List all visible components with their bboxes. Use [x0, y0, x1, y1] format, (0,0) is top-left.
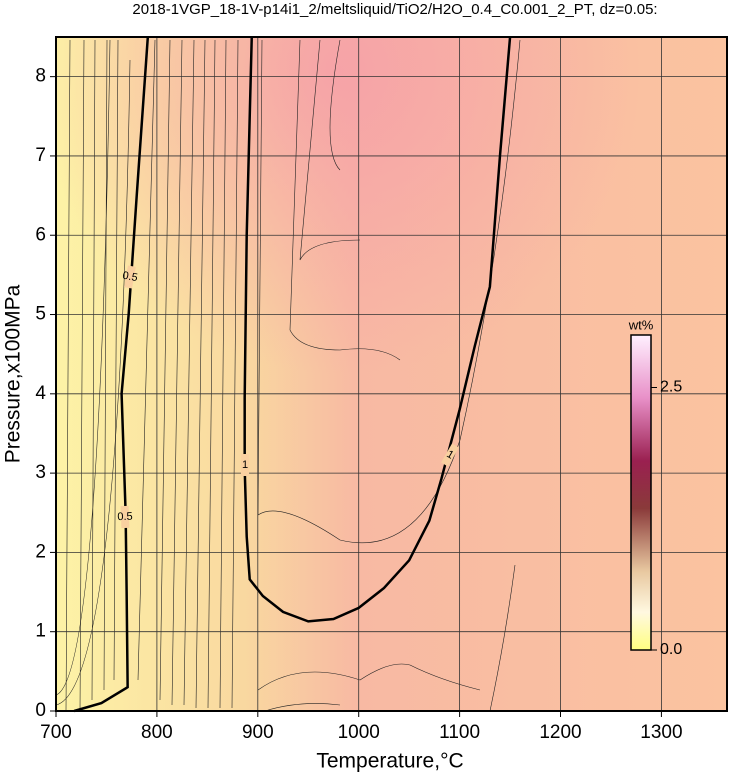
thin-contours	[56, 39, 521, 711]
contour-label-bg	[441, 443, 459, 467]
contour-line	[243, 36, 512, 623]
y-tick-label: 0	[35, 700, 46, 721]
colorbar-tick-label: 0.0	[660, 641, 682, 658]
colorbar-tick-label: 2.5	[660, 379, 682, 396]
contour-label: 0.5	[121, 270, 138, 284]
background-highlight	[56, 37, 727, 711]
contour-label-bg	[120, 505, 130, 529]
x-axis-label: Temperature,°C	[316, 750, 463, 773]
y-tick-label: 6	[35, 224, 46, 245]
colorbar	[630, 334, 652, 651]
plot-frame	[55, 36, 728, 712]
x-tick-label: 900	[242, 722, 274, 743]
contour-label: 0.5	[117, 511, 133, 524]
plot-area: 0.5 0.5 1 1	[55, 36, 727, 713]
x-tick-label: 1000	[338, 722, 380, 743]
x-tick-label: 700	[40, 722, 72, 743]
y-tick-label: 7	[35, 145, 46, 166]
x-tick-label: 1200	[539, 722, 581, 743]
x-tick-label: 1100	[439, 722, 480, 743]
contour-label-bg	[124, 265, 136, 289]
y-tick-label: 4	[35, 383, 46, 404]
y-tick-label: 2	[35, 541, 46, 562]
contour-label: 1	[242, 459, 248, 471]
chart-title: 2018-1VGP_18-1V-p14i1_2/meltsliquid/TiO2…	[132, 1, 657, 18]
y-tick-label: 3	[35, 462, 46, 483]
y-tick-label: 1	[35, 621, 46, 642]
contour-label-bg	[241, 454, 249, 476]
y-tick-label: 8	[35, 66, 46, 87]
x-tick-label: 1300	[640, 722, 682, 743]
colorbar-label: wt%	[628, 317, 654, 332]
contour-label: 1	[444, 448, 455, 461]
y-tick-label: 5	[35, 304, 46, 325]
y-axis-label: Pressure,x100MPa	[2, 284, 25, 463]
x-tick-label: 800	[141, 722, 173, 743]
